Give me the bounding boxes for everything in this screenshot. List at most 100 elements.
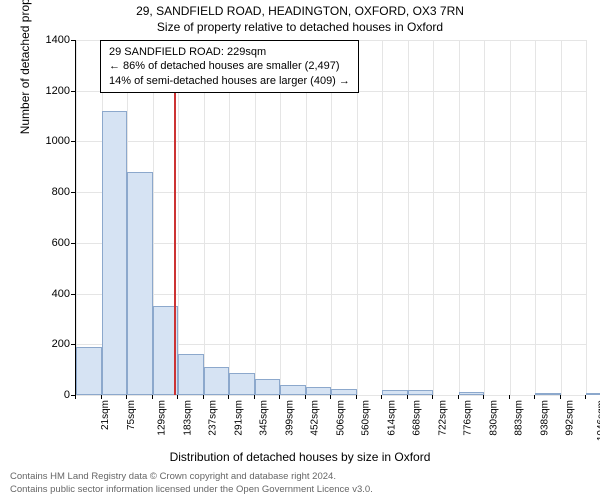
- y-tick-label: 1000: [30, 135, 70, 147]
- gridline-v: [510, 40, 511, 395]
- gridline-v: [280, 40, 281, 395]
- x-tick-mark: [177, 395, 178, 399]
- footer-attribution: Contains HM Land Registry data © Crown c…: [10, 471, 590, 496]
- histogram-bar: [127, 172, 153, 395]
- x-tick-mark: [534, 395, 535, 399]
- info-line-2: ← 86% of detached houses are smaller (2,…: [109, 59, 350, 73]
- x-tick-mark: [330, 395, 331, 399]
- info-box: 29 SANDFIELD ROAD: 229sqm ← 86% of detac…: [100, 40, 359, 93]
- x-tick-mark: [509, 395, 510, 399]
- x-tick-mark: [228, 395, 229, 399]
- x-tick-mark: [356, 395, 357, 399]
- x-tick-mark: [75, 395, 76, 399]
- y-tick-label: 0: [30, 389, 70, 401]
- gridline-v: [178, 40, 179, 395]
- x-tick-label: 345sqm: [259, 400, 270, 436]
- x-tick-label: 560sqm: [361, 400, 372, 436]
- info-line-1: 29 SANDFIELD ROAD: 229sqm: [109, 45, 350, 59]
- gridline-v: [561, 40, 562, 395]
- x-tick-mark: [560, 395, 561, 399]
- x-tick-mark: [432, 395, 433, 399]
- y-tick-label: 400: [30, 288, 70, 300]
- gridline-v: [204, 40, 205, 395]
- histogram-bar: [459, 392, 485, 395]
- x-tick-label: 830sqm: [488, 400, 499, 436]
- y-tick-mark: [71, 243, 75, 244]
- y-tick-mark: [71, 192, 75, 193]
- x-tick-mark: [203, 395, 204, 399]
- x-tick-label: 237sqm: [208, 400, 219, 436]
- gridline-v: [331, 40, 332, 395]
- gridline-v: [433, 40, 434, 395]
- y-tick-mark: [71, 40, 75, 41]
- x-tick-label: 722sqm: [437, 400, 448, 436]
- histogram-bar: [280, 385, 306, 395]
- x-tick-label: 614sqm: [386, 400, 397, 436]
- histogram-bar: [306, 387, 332, 395]
- footer-line-1: Contains HM Land Registry data © Crown c…: [10, 471, 590, 483]
- x-tick-label: 75sqm: [126, 400, 137, 430]
- y-tick-label: 1200: [30, 85, 70, 97]
- x-tick-label: 21sqm: [100, 400, 111, 430]
- x-tick-mark: [585, 395, 586, 399]
- x-tick-label: 183sqm: [182, 400, 193, 436]
- x-tick-label: 992sqm: [565, 400, 576, 436]
- x-tick-mark: [483, 395, 484, 399]
- histogram-bar: [102, 111, 128, 395]
- histogram-bar: [586, 393, 600, 395]
- y-tick-mark: [71, 91, 75, 92]
- x-tick-mark: [101, 395, 102, 399]
- x-tick-mark: [381, 395, 382, 399]
- histogram-bar: [229, 373, 255, 395]
- x-tick-label: 399sqm: [284, 400, 295, 436]
- x-tick-mark: [458, 395, 459, 399]
- gridline-v: [586, 40, 587, 395]
- y-tick-mark: [71, 344, 75, 345]
- x-tick-label: 452sqm: [310, 400, 321, 436]
- gridline-v: [484, 40, 485, 395]
- plot-area: [75, 40, 586, 396]
- histogram-bar: [408, 390, 434, 395]
- gridline-v: [229, 40, 230, 395]
- histogram-bar: [76, 347, 102, 395]
- x-tick-mark: [305, 395, 306, 399]
- histogram-bar: [535, 393, 561, 395]
- histogram-bar: [255, 379, 281, 395]
- y-axis-label: Number of detached properties: [18, 0, 32, 134]
- histogram-bar: [382, 390, 408, 395]
- x-tick-label: 129sqm: [157, 400, 168, 436]
- x-tick-mark: [279, 395, 280, 399]
- info-line-3: 14% of semi-detached houses are larger (…: [109, 74, 350, 88]
- x-tick-label: 883sqm: [514, 400, 525, 436]
- gridline-v: [357, 40, 358, 395]
- histogram-bar: [331, 389, 357, 395]
- y-tick-label: 1400: [30, 34, 70, 46]
- x-tick-label: 776sqm: [463, 400, 474, 436]
- x-tick-mark: [152, 395, 153, 399]
- gridline-v: [255, 40, 256, 395]
- gridline-v: [535, 40, 536, 395]
- histogram-bar: [178, 354, 204, 395]
- chart-title-line2: Size of property relative to detached ho…: [0, 20, 600, 34]
- footer-line-2: Contains public sector information licen…: [10, 484, 590, 496]
- chart-title-line1: 29, SANDFIELD ROAD, HEADINGTON, OXFORD, …: [0, 4, 600, 18]
- x-tick-label: 291sqm: [233, 400, 244, 436]
- x-tick-label: 668sqm: [412, 400, 423, 436]
- x-tick-mark: [407, 395, 408, 399]
- y-tick-label: 600: [30, 237, 70, 249]
- y-tick-label: 200: [30, 338, 70, 350]
- y-tick-label: 800: [30, 186, 70, 198]
- x-tick-label: 506sqm: [335, 400, 346, 436]
- gridline-v: [382, 40, 383, 395]
- gridline-v: [459, 40, 460, 395]
- gridline-v: [306, 40, 307, 395]
- x-tick-label: 938sqm: [539, 400, 550, 436]
- y-tick-mark: [71, 141, 75, 142]
- y-tick-mark: [71, 294, 75, 295]
- x-tick-mark: [254, 395, 255, 399]
- gridline-v: [76, 40, 77, 395]
- reference-line: [174, 40, 176, 395]
- x-axis-label: Distribution of detached houses by size …: [0, 450, 600, 464]
- gridline-v: [408, 40, 409, 395]
- x-tick-mark: [126, 395, 127, 399]
